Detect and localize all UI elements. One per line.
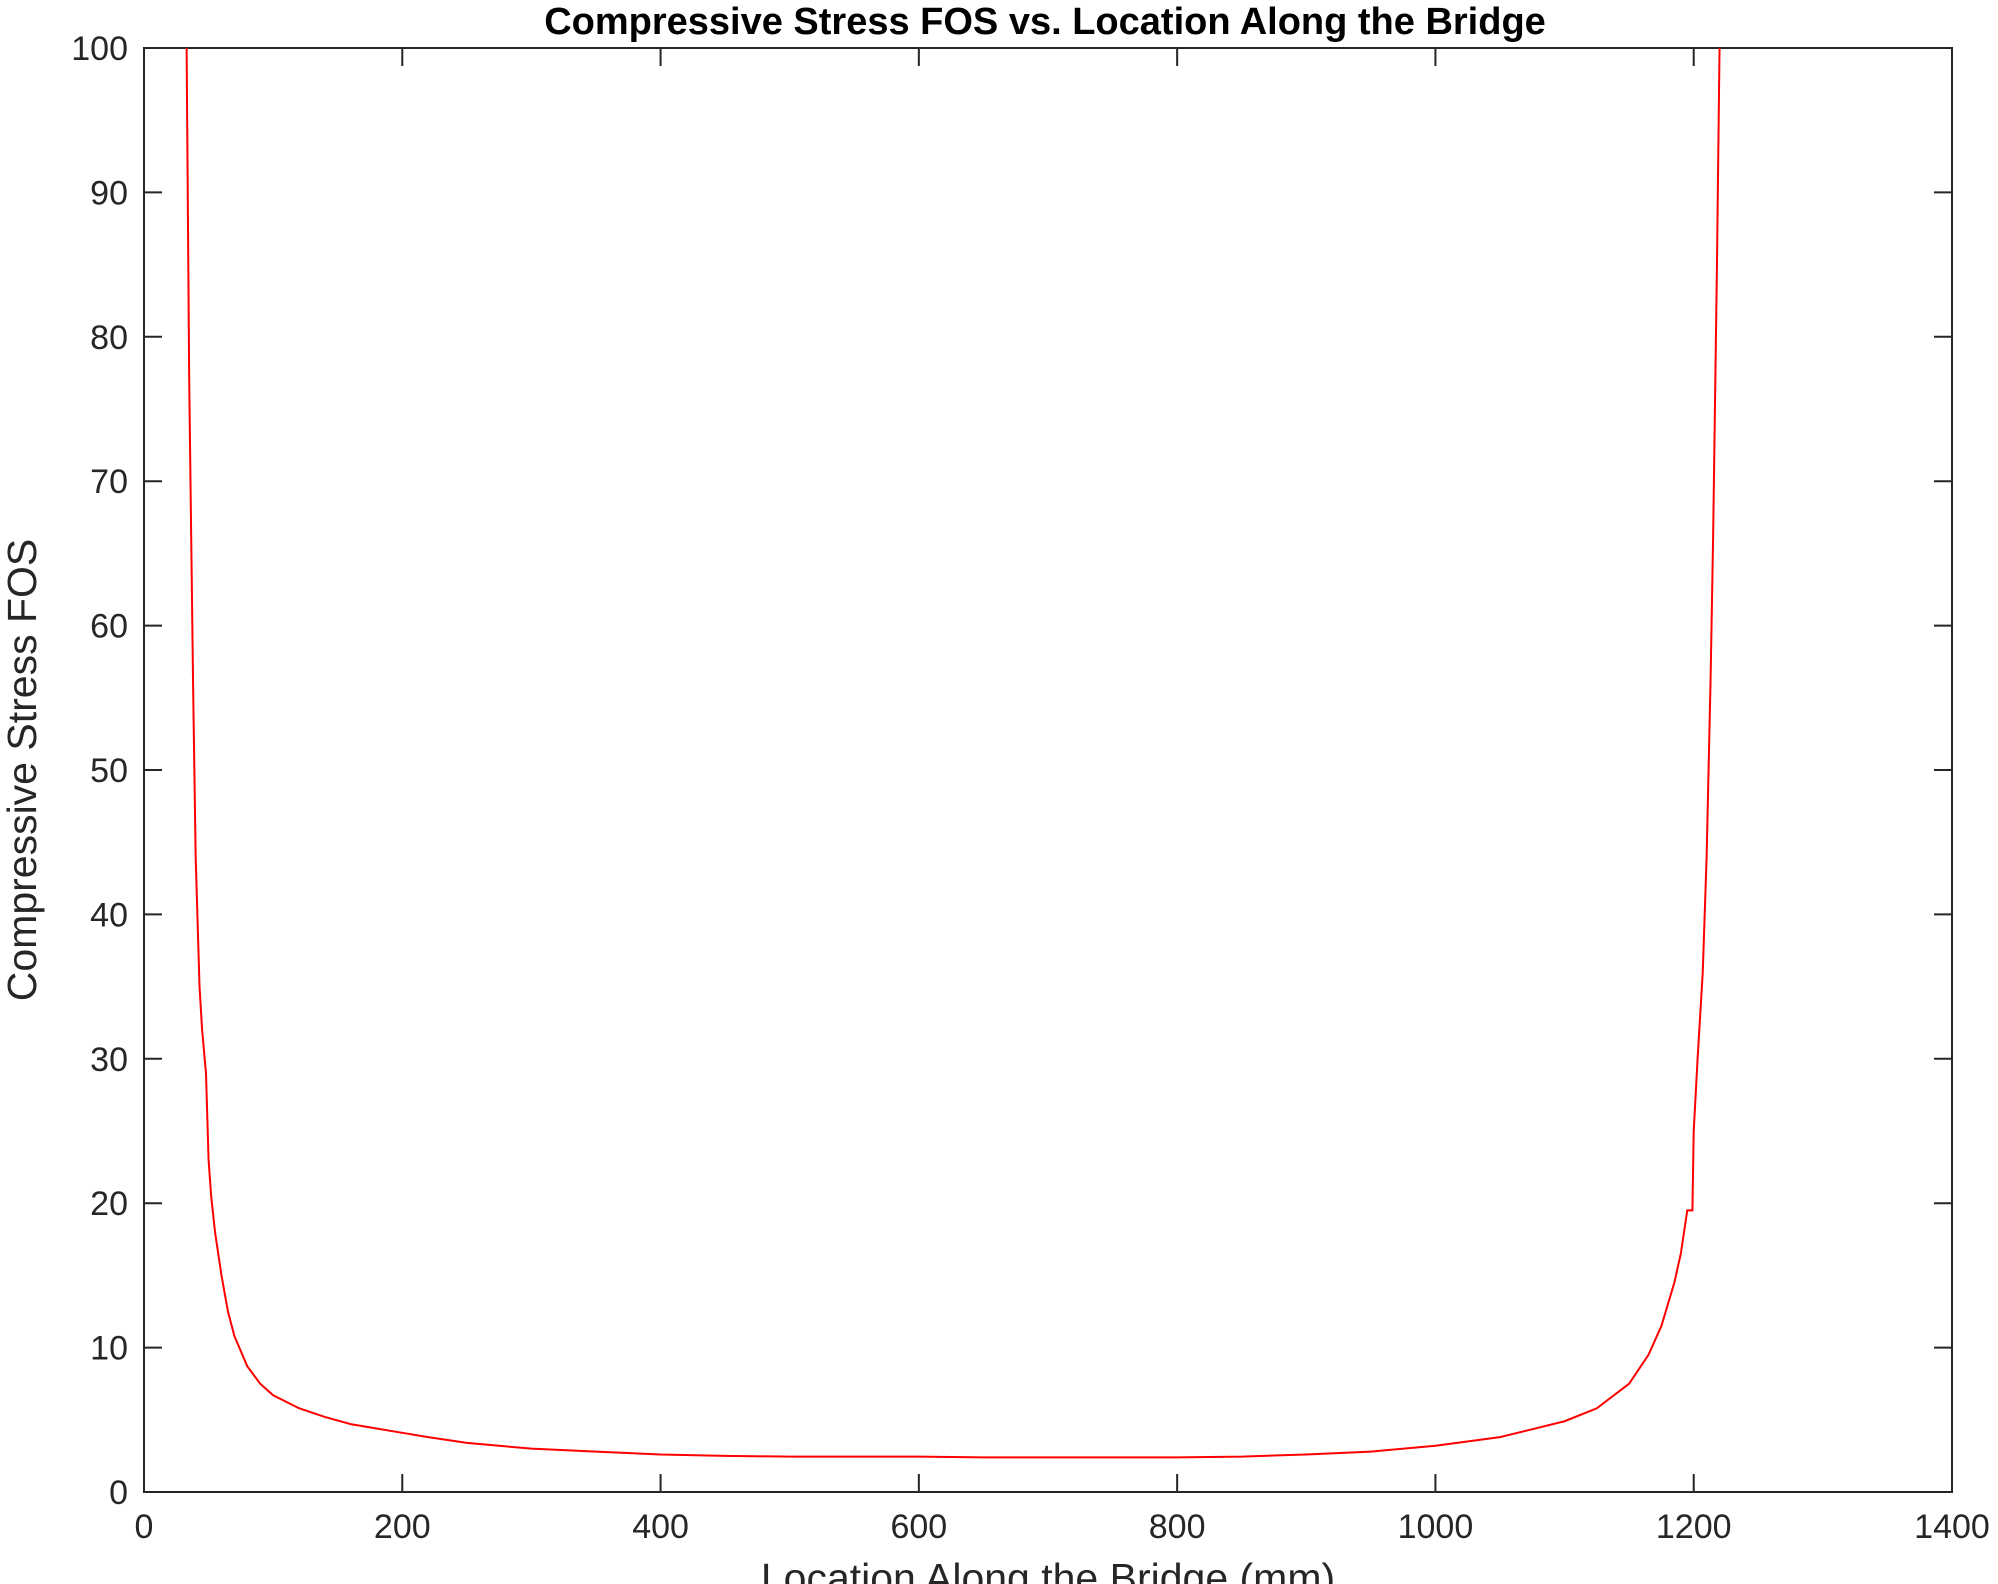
axis-ticks bbox=[143, 47, 1953, 1493]
y-axis-label: Compressive Stress FOS bbox=[0, 539, 45, 1002]
y-tick-label: 90 bbox=[90, 174, 128, 212]
x-tick-labels: 0 200 400 600 800 1000 1200 1400 bbox=[135, 1508, 1990, 1546]
x-tick-label: 1200 bbox=[1656, 1508, 1732, 1546]
plot-area bbox=[143, 47, 1953, 1493]
y-tick-label: 100 bbox=[71, 30, 128, 68]
y-tick-label: 40 bbox=[90, 896, 128, 934]
y-tick-label: 20 bbox=[90, 1185, 128, 1223]
x-axis-label: Location Along the Bridge (mm) bbox=[761, 1555, 1335, 1584]
y-tick-label: 10 bbox=[90, 1330, 128, 1368]
x-tick-label: 1400 bbox=[1914, 1508, 1990, 1546]
fos-series-line bbox=[185, 47, 1721, 1459]
y-tick-label: 50 bbox=[90, 752, 128, 790]
x-tick-label: 600 bbox=[890, 1508, 947, 1546]
y-tick-label: 80 bbox=[90, 319, 128, 357]
x-tick-label: 400 bbox=[632, 1508, 689, 1546]
chart-title: Compressive Stress FOS vs. Location Alon… bbox=[544, 1, 1546, 43]
y-tick-label: 70 bbox=[90, 463, 128, 501]
y-tick-labels: 0 10 20 30 40 50 60 70 80 90 100 bbox=[71, 30, 128, 1512]
x-tick-label: 800 bbox=[1149, 1508, 1206, 1546]
x-tick-label: 200 bbox=[374, 1508, 431, 1546]
x-tick-label: 0 bbox=[135, 1508, 154, 1546]
y-tick-label: 0 bbox=[109, 1474, 128, 1512]
y-tick-label: 30 bbox=[90, 1041, 128, 1079]
x-tick-label: 1000 bbox=[1398, 1508, 1474, 1546]
y-tick-label: 60 bbox=[90, 608, 128, 646]
